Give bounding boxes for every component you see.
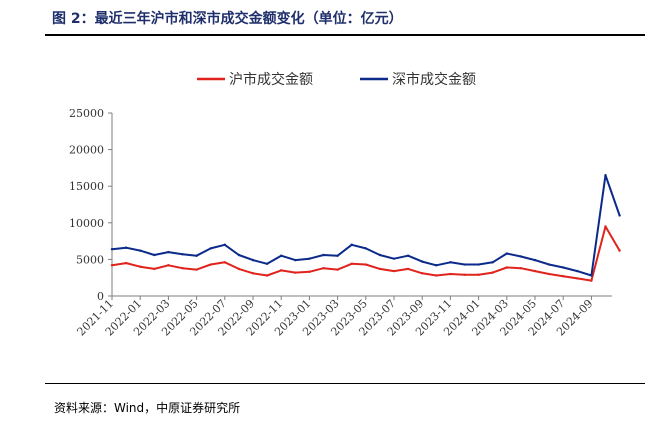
- data-point-s1: [618, 249, 621, 252]
- y-tick-label: 20000: [69, 144, 104, 157]
- data-point-s2: [618, 214, 621, 217]
- data-point-s2: [491, 261, 494, 264]
- data-point-s2: [364, 247, 367, 250]
- data-point-s1: [322, 266, 325, 270]
- data-point-s1: [280, 269, 283, 272]
- data-point-s2: [124, 246, 128, 249]
- y-tick-label: 15000: [69, 180, 104, 193]
- data-point-s2: [237, 253, 241, 257]
- data-point-s1: [294, 271, 297, 274]
- data-point-s2: [209, 247, 212, 250]
- source-note: 资料来源：Wind，中原证券研究所: [54, 401, 241, 415]
- data-point-s1: [153, 267, 156, 271]
- data-point-s2: [604, 174, 607, 177]
- data-point-s1: [167, 264, 170, 267]
- figure-title: 图 2：最近三年沪市和深市成交金额变化（单位：亿元）: [52, 11, 403, 27]
- data-point-s1: [435, 274, 438, 277]
- data-point-s2: [195, 254, 198, 257]
- data-point-s1: [139, 265, 142, 268]
- data-point-s2: [294, 258, 297, 262]
- data-point-s2: [251, 258, 255, 262]
- data-point-s2: [533, 258, 537, 262]
- data-point-s2: [421, 260, 424, 263]
- data-point-s1: [562, 275, 565, 278]
- data-point-s2: [449, 261, 452, 264]
- data-point-s1: [477, 273, 480, 276]
- data-point-s2: [223, 243, 226, 246]
- data-point-s2: [406, 254, 410, 257]
- legend-label-2: 深市成交金额: [392, 71, 476, 88]
- data-point-s1: [421, 272, 424, 275]
- y-tick-label: 0: [97, 290, 104, 303]
- data-point-s1: [590, 279, 593, 282]
- data-point-s1: [519, 266, 523, 270]
- data-point-s2: [590, 274, 593, 277]
- data-point-s1: [124, 261, 128, 265]
- data-point-s2: [153, 253, 156, 257]
- data-point-s1: [533, 269, 537, 273]
- data-point-s1: [195, 268, 198, 271]
- data-point-s1: [463, 273, 466, 276]
- data-point-s1: [406, 267, 410, 271]
- data-point-s1: [576, 277, 579, 280]
- data-point-s1: [491, 271, 494, 274]
- data-point-s2: [110, 247, 114, 251]
- data-point-s1: [505, 266, 508, 269]
- y-tick-label: 25000: [69, 107, 104, 120]
- data-point-s2: [576, 269, 579, 273]
- data-point-s1: [449, 272, 452, 276]
- data-point-s2: [378, 253, 382, 257]
- data-point-s2: [435, 264, 438, 267]
- data-point-s2: [350, 243, 353, 246]
- data-point-s1: [604, 225, 607, 228]
- data-point-s1: [364, 263, 367, 266]
- data-point-s2: [336, 254, 339, 257]
- legend-label-1: 沪市成交金额: [229, 71, 313, 88]
- data-point-s2: [463, 263, 466, 266]
- top-rule: [45, 34, 645, 36]
- data-point-s2: [519, 255, 523, 258]
- data-point-s2: [139, 249, 142, 252]
- y-tick-label: 10000: [69, 217, 104, 230]
- data-point-s1: [336, 268, 339, 271]
- data-point-s1: [265, 274, 269, 277]
- data-point-s2: [265, 262, 269, 265]
- data-point-s1: [547, 272, 551, 276]
- data-point-s2: [505, 252, 508, 255]
- data-point-s2: [392, 257, 396, 260]
- data-point-s1: [181, 266, 184, 270]
- data-point-s2: [167, 250, 170, 254]
- series-line-1: [111, 225, 621, 282]
- data-point-s2: [547, 263, 551, 266]
- y-tick-label: 5000: [76, 253, 104, 266]
- data-point-s1: [350, 262, 353, 265]
- data-point-s2: [181, 253, 184, 256]
- data-point-s2: [477, 263, 480, 266]
- data-point-s1: [110, 264, 114, 267]
- data-point-s1: [237, 267, 241, 271]
- data-point-s1: [223, 261, 226, 264]
- series-line-2: [111, 174, 621, 277]
- data-point-s2: [562, 266, 565, 269]
- data-point-s2: [308, 257, 311, 260]
- bottom-rule: [45, 383, 645, 384]
- data-point-s1: [209, 263, 212, 266]
- data-point-s2: [322, 253, 325, 257]
- data-point-s1: [392, 269, 396, 273]
- data-point-s1: [378, 267, 382, 271]
- data-point-s1: [251, 272, 255, 275]
- data-point-s1: [308, 270, 311, 274]
- data-point-s2: [280, 254, 283, 257]
